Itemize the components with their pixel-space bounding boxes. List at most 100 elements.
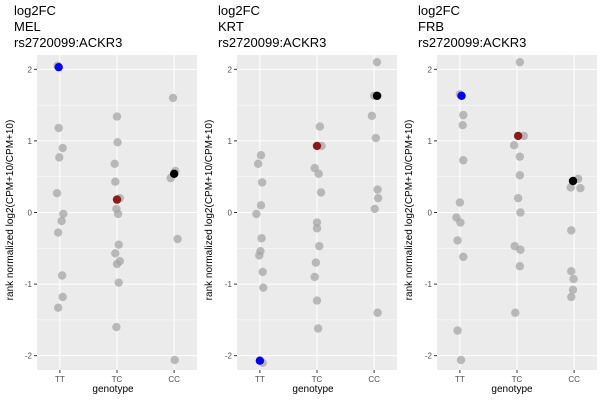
y-tick-label: 1	[428, 137, 433, 146]
panel-title-line-1: log2FC	[418, 3, 460, 18]
data-point	[567, 267, 576, 276]
data-point	[168, 93, 178, 103]
data-point	[57, 271, 67, 280]
data-point	[256, 151, 266, 160]
y-tick-label: 0	[428, 209, 433, 218]
data-point	[259, 283, 268, 292]
highlight-point	[255, 356, 265, 365]
data-point	[567, 292, 576, 302]
data-point	[458, 120, 467, 130]
panel-mel: log2FC MEL rs2720099:ACKR3 rank normaliz…	[5, 3, 197, 395]
highlight-point	[372, 91, 382, 101]
y-tick-label: -2	[25, 352, 33, 361]
data-point	[453, 326, 462, 335]
data-point	[316, 188, 326, 197]
highlight-point	[457, 91, 466, 101]
panel-title-line-3: rs2720099:ACKR3	[418, 35, 526, 50]
y-axis-title: rank normalized log2(CPM+10/CPM+10)	[404, 120, 415, 301]
data-point	[170, 355, 179, 365]
data-point	[314, 169, 323, 179]
panel-title-line-2: MEL	[14, 19, 41, 34]
data-point	[459, 252, 468, 262]
y-tick-label: -1	[25, 280, 33, 289]
data-point	[55, 153, 64, 162]
data-point	[112, 322, 121, 332]
data-point	[459, 110, 468, 120]
x-axis-title: genotype	[491, 384, 533, 395]
data-point	[253, 159, 263, 169]
panel-title-line-1: log2FC	[14, 3, 56, 18]
x-tick-label: CC	[568, 375, 580, 384]
y-tick-label: -1	[425, 280, 433, 289]
y-tick-label: 2	[428, 65, 433, 74]
data-point	[566, 183, 575, 192]
x-tick-label: TT	[55, 375, 65, 384]
data-point	[114, 240, 123, 249]
data-point	[112, 112, 122, 121]
data-point	[516, 245, 525, 254]
highlight-point	[112, 195, 122, 204]
data-point	[569, 274, 578, 284]
y-tick-label: 2	[28, 65, 33, 74]
data-point	[453, 236, 462, 245]
highlight-point	[568, 176, 578, 186]
data-point	[111, 249, 120, 258]
data-point	[114, 278, 123, 287]
y-tick-label: 2	[228, 65, 233, 74]
panel-title-line-1: log2FC	[218, 3, 260, 18]
data-point	[509, 141, 519, 150]
panel-krt: log2FC KRT rs2720099:ACKR3 rank normaliz…	[204, 3, 397, 395]
x-axis-title: genotype	[292, 384, 334, 395]
panel-title-line-2: FRB	[418, 19, 444, 34]
panel-title-line-2: KRT	[218, 19, 244, 34]
data-point	[456, 218, 465, 227]
highlight-point	[54, 62, 63, 72]
data-point	[252, 209, 261, 219]
y-axis-title: rank normalized log2(CPM+10/CPM+10)	[5, 120, 16, 301]
data-point	[456, 355, 466, 365]
data-point	[111, 177, 120, 186]
data-point	[311, 258, 321, 267]
data-point	[112, 259, 122, 269]
data-point	[373, 193, 383, 203]
x-tick-label: TC	[112, 375, 123, 384]
data-point	[59, 209, 68, 219]
data-point	[568, 285, 578, 295]
data-point	[455, 198, 465, 207]
data-point	[256, 201, 266, 210]
y-tick-label: -2	[425, 352, 433, 361]
data-point	[567, 226, 576, 235]
data-point	[53, 228, 63, 237]
data-point	[310, 272, 319, 282]
x-tick-label: TC	[512, 375, 523, 384]
data-point	[113, 138, 122, 147]
data-point	[511, 308, 520, 317]
data-point	[315, 241, 324, 251]
x-tick-label: TT	[255, 375, 265, 384]
y-tick-label: 0	[228, 209, 233, 218]
panel-title-line-3: rs2720099:ACKR3	[218, 35, 326, 50]
data-point	[57, 216, 66, 226]
data-point	[515, 57, 525, 67]
y-tick-label: -1	[225, 280, 233, 289]
data-point	[459, 156, 468, 165]
data-point	[516, 208, 525, 217]
data-point	[113, 209, 123, 219]
data-point	[58, 143, 67, 153]
highlight-point	[169, 169, 179, 179]
y-tick-label: 1	[28, 137, 33, 146]
data-point	[257, 178, 267, 187]
x-tick-label: TT	[455, 375, 465, 384]
plot-area	[237, 55, 397, 370]
data-point	[515, 152, 525, 161]
data-point	[372, 57, 382, 67]
data-point	[53, 303, 63, 312]
data-point	[313, 324, 323, 333]
data-point	[373, 308, 382, 317]
y-tick-label: 0	[28, 209, 33, 218]
y-axis-title: rank normalized log2(CPM+10/CPM+10)	[204, 120, 215, 301]
data-point	[315, 122, 325, 131]
data-point	[370, 204, 379, 214]
data-point	[54, 123, 63, 133]
